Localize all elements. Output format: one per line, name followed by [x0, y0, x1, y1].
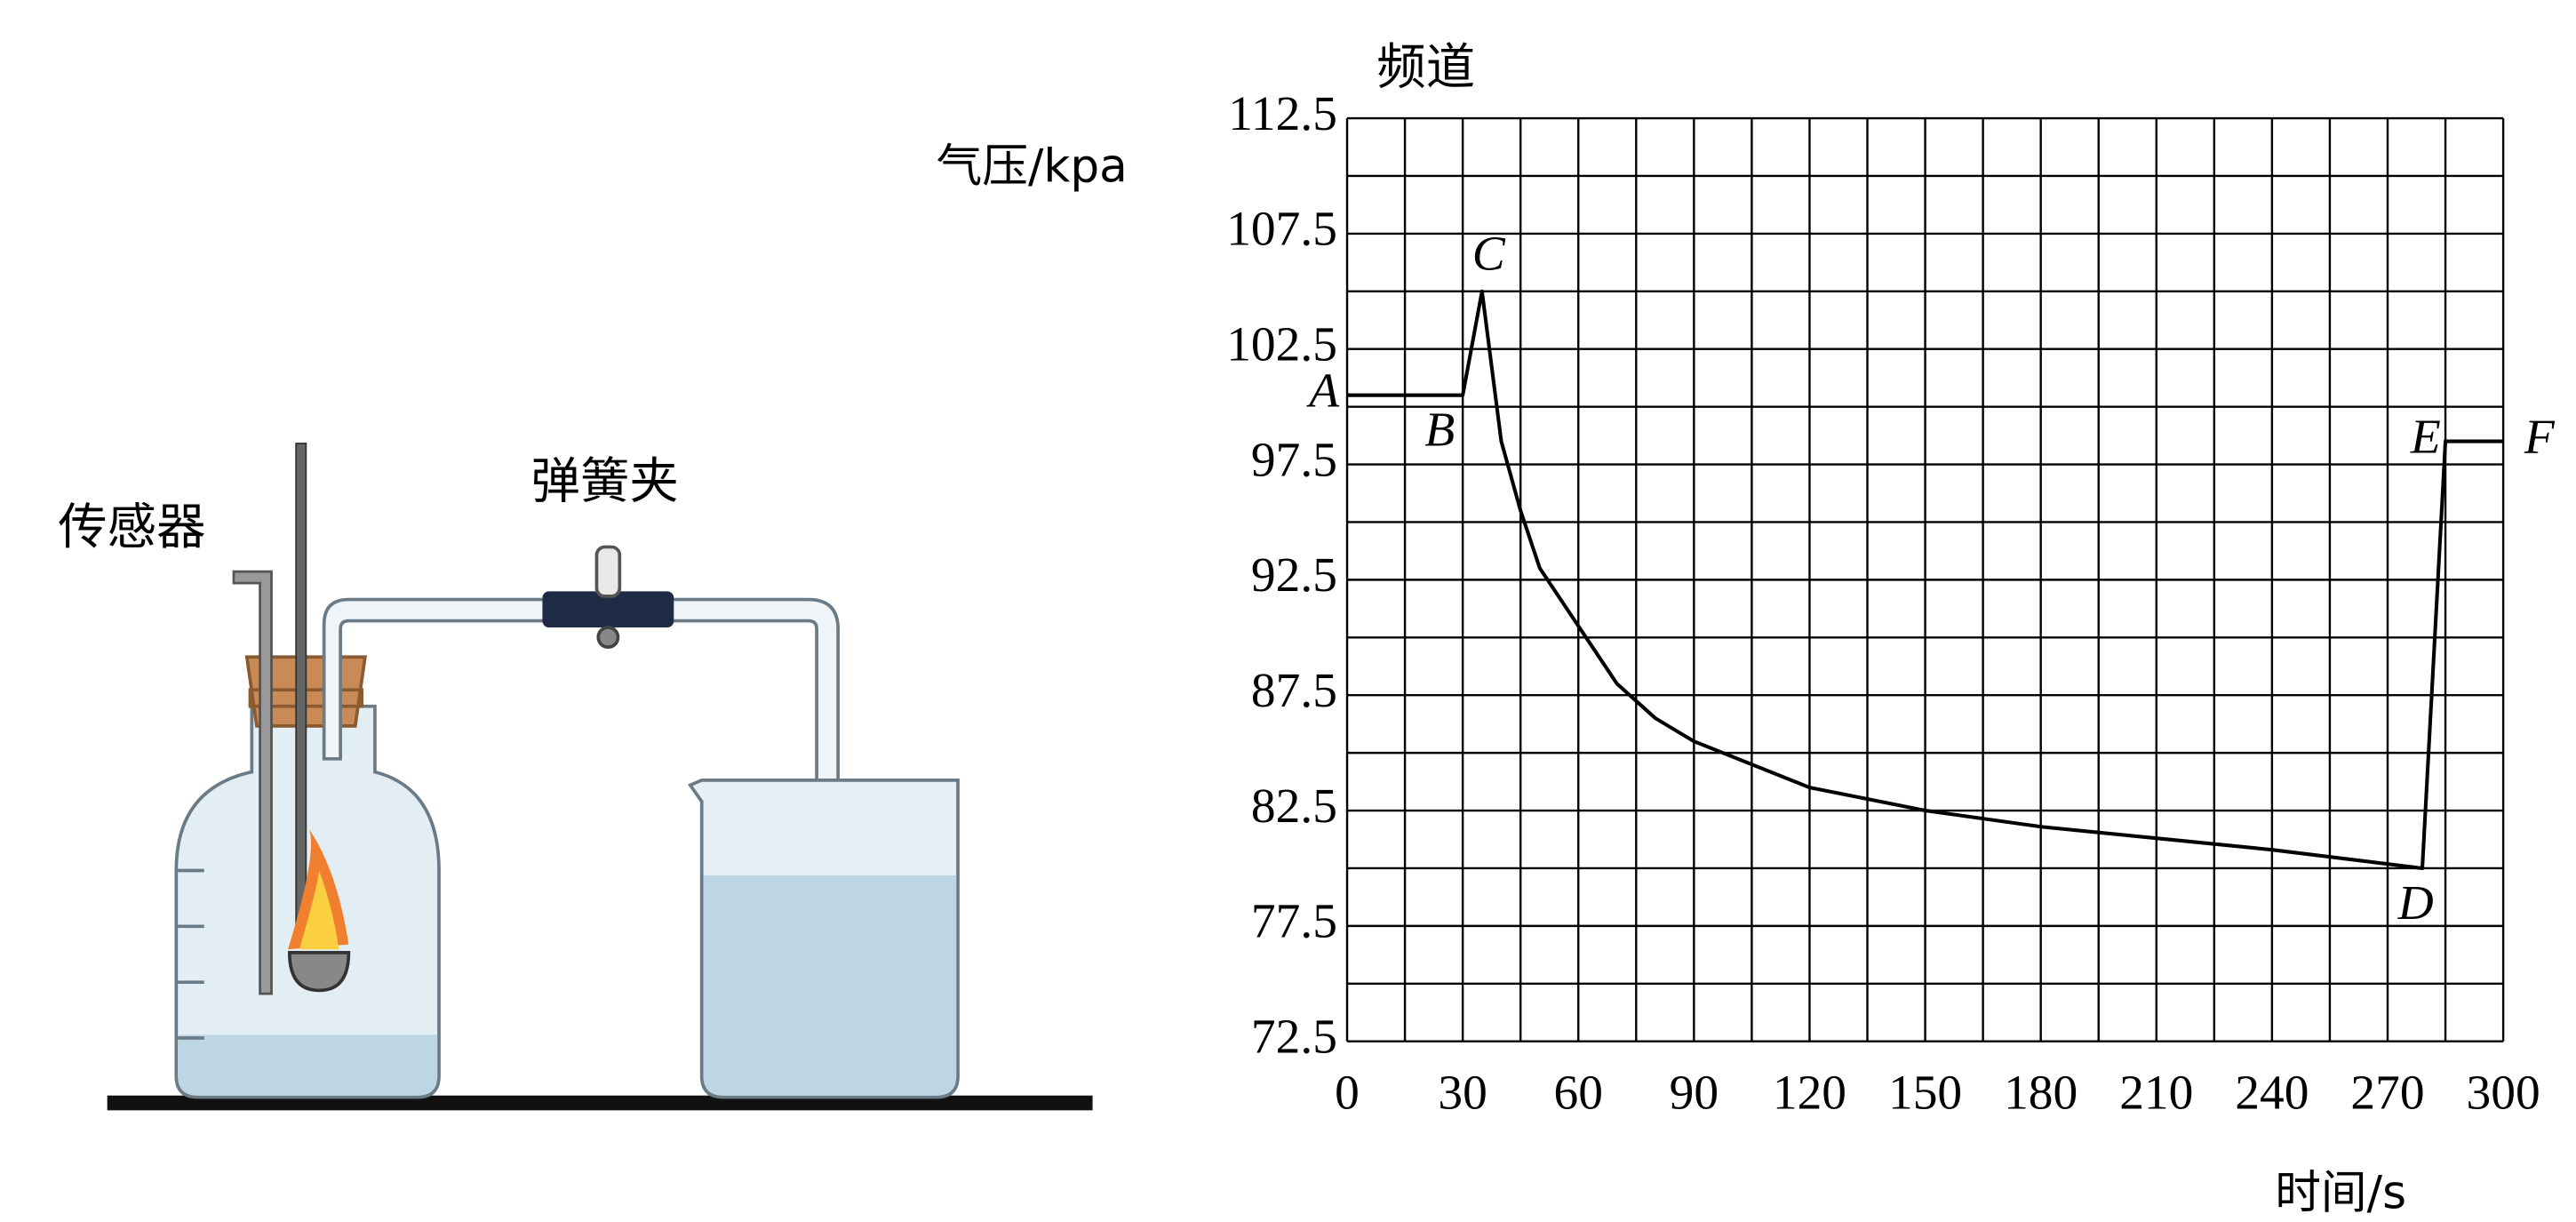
x-tick-label: 300 — [2467, 1065, 2540, 1119]
y-tick-label: 82.5 — [1251, 779, 1337, 833]
y-tick-label: 87.5 — [1251, 663, 1337, 717]
x-tick-label: 240 — [2235, 1065, 2309, 1119]
y-tick-label: 102.5 — [1226, 316, 1337, 371]
data-line — [1347, 289, 2504, 870]
x-tick-label: 150 — [1888, 1065, 1962, 1119]
point-label: A — [1305, 363, 1340, 417]
clamp-label: 弹簧夹 — [531, 453, 679, 510]
point-label: C — [1472, 227, 1506, 281]
clamp-top — [594, 545, 622, 598]
x-tick-label: 30 — [1438, 1065, 1487, 1119]
sensor — [232, 570, 273, 995]
chart-title: 频道 — [1376, 40, 1475, 97]
spoon — [287, 951, 351, 993]
x-tick-label: 210 — [2119, 1065, 2193, 1119]
x-tick-label: 180 — [2004, 1065, 2078, 1119]
beaker-water — [703, 875, 957, 1096]
clamp — [542, 591, 674, 627]
y-tick-label: 92.5 — [1251, 547, 1337, 602]
point-label: F — [2524, 409, 2556, 463]
x-tick-label: 60 — [1554, 1065, 1603, 1119]
bottle-water — [178, 1034, 438, 1096]
flame-inner — [299, 870, 339, 950]
apparatus: 传感器 弹簧夹 — [58, 443, 1093, 1111]
y-axis-label: 气压/kpa — [936, 140, 1127, 193]
point-label: D — [2397, 875, 2434, 930]
x-tick-label: 0 — [1335, 1065, 1360, 1119]
table-base — [107, 1095, 1093, 1111]
point-label: B — [1424, 403, 1455, 457]
clamp-screw — [596, 626, 620, 650]
y-tick-label: 77.5 — [1251, 894, 1337, 948]
y-tick-label: 72.5 — [1251, 1009, 1337, 1063]
point-label: E — [2410, 409, 2441, 463]
y-tick-label: 112.5 — [1228, 86, 1337, 140]
y-tick-label: 107.5 — [1226, 202, 1337, 256]
bottle-scale — [178, 868, 204, 1040]
x-tick-label: 90 — [1670, 1065, 1719, 1119]
y-tick-label: 97.5 — [1251, 432, 1337, 486]
spoon-rod — [295, 443, 307, 938]
x-tick-label: 120 — [1773, 1065, 1846, 1119]
x-tick-label: 270 — [2350, 1065, 2424, 1119]
sensor-label: 传感器 — [58, 499, 205, 556]
x-axis-label: 时间/s — [2275, 1166, 2406, 1219]
